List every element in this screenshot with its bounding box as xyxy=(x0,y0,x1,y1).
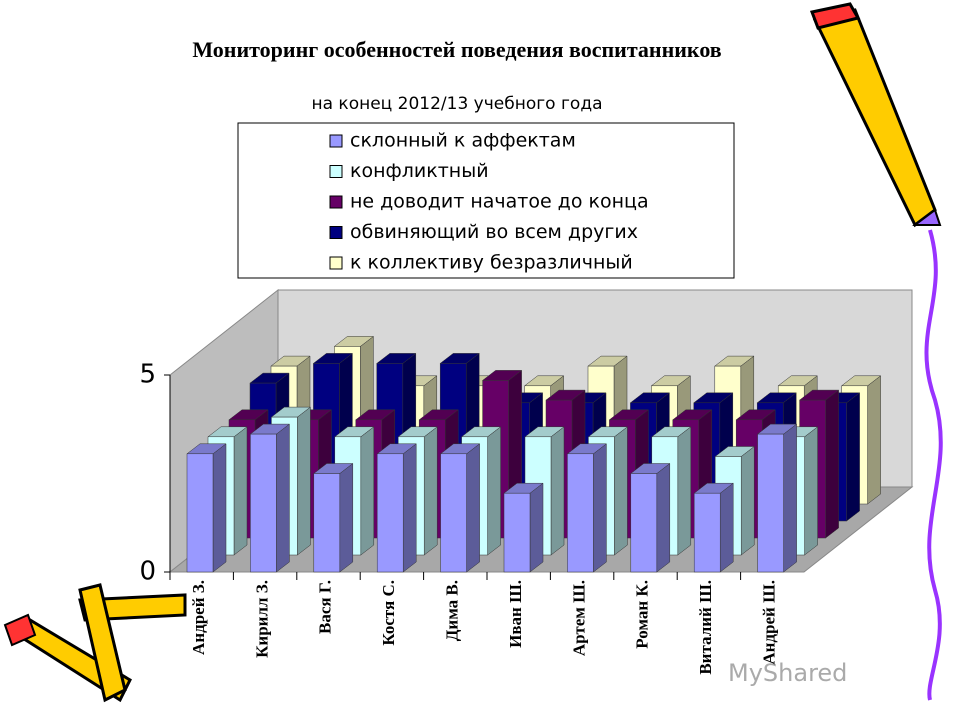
bar-front xyxy=(503,492,531,573)
legend-swatch xyxy=(329,226,343,239)
bar xyxy=(566,443,608,573)
x-tick-label: Виталий Ш. xyxy=(696,580,715,675)
chart-subtitle: на конец 2012/13 учебного года xyxy=(312,94,603,114)
x-tick-label: Дима В. xyxy=(443,580,462,641)
bar-side xyxy=(846,392,860,522)
bar-front xyxy=(250,433,277,573)
legend-swatch xyxy=(329,134,343,148)
bar-side xyxy=(360,426,375,556)
bar xyxy=(693,482,734,573)
bar-side xyxy=(740,445,755,556)
bar-side xyxy=(804,426,818,556)
bar-front xyxy=(440,453,467,573)
bar xyxy=(186,443,227,573)
x-tick-label: Кирилл З. xyxy=(252,580,271,658)
chart-title: Мониторинг особенностей поведения воспит… xyxy=(192,37,721,62)
bar-side xyxy=(593,443,607,573)
bar xyxy=(630,462,671,573)
bar-front xyxy=(630,473,658,573)
bar-side xyxy=(550,426,565,556)
bar-front xyxy=(693,492,721,573)
y-tick-label: 0 xyxy=(139,557,156,587)
bar xyxy=(376,443,417,573)
bar-side xyxy=(614,426,628,556)
bar-side xyxy=(423,426,438,556)
bar xyxy=(439,443,481,573)
bar-side xyxy=(233,426,248,556)
y-tick-label: 5 xyxy=(139,360,156,390)
legend-label: конфликтный xyxy=(350,160,489,182)
bar-side xyxy=(529,482,544,573)
bar-side xyxy=(212,443,227,573)
bar xyxy=(313,462,354,573)
x-tick-label: Андрей Ш. xyxy=(760,580,779,665)
bar xyxy=(249,423,291,573)
bar-front xyxy=(757,433,784,573)
legend-label: к коллективу безразличный xyxy=(350,252,633,274)
bar-front xyxy=(376,453,404,573)
legend-label: обвиняющий во всем других xyxy=(350,221,638,243)
legend-swatch xyxy=(329,256,343,270)
x-tick-label: Вася Г. xyxy=(316,580,335,634)
bar-side xyxy=(656,462,671,573)
bar xyxy=(503,482,544,573)
legend-box xyxy=(237,122,735,279)
x-tick-label: Роман К. xyxy=(633,580,652,649)
x-tick-label: Артем Ш. xyxy=(569,580,588,656)
bar-front xyxy=(567,453,594,573)
bar-side xyxy=(402,443,417,573)
watermark: MyShared xyxy=(728,659,847,687)
bar-side xyxy=(466,443,480,573)
bar-front xyxy=(186,453,214,573)
legend-swatch xyxy=(329,165,343,178)
bar-side xyxy=(487,426,501,556)
bar-side xyxy=(719,482,734,573)
bar-side xyxy=(339,462,354,573)
bar-side xyxy=(783,423,797,573)
legend-swatch xyxy=(329,195,343,209)
bar-side xyxy=(867,375,881,505)
bar-front xyxy=(313,473,341,573)
x-tick-label: Андрей З. xyxy=(189,580,208,655)
legend-label: не доводит начатое до конца xyxy=(350,191,649,213)
bar-side xyxy=(677,426,692,556)
bar xyxy=(756,423,798,573)
legend-label: склонный к аффектам xyxy=(350,130,576,152)
bar-side xyxy=(297,406,311,556)
bar-side xyxy=(276,423,290,573)
bar-side xyxy=(825,389,839,539)
x-tick-label: Костя С. xyxy=(379,580,398,646)
pencil-decoration xyxy=(3,2,943,703)
x-tick-label: Иван Ш. xyxy=(506,580,525,648)
